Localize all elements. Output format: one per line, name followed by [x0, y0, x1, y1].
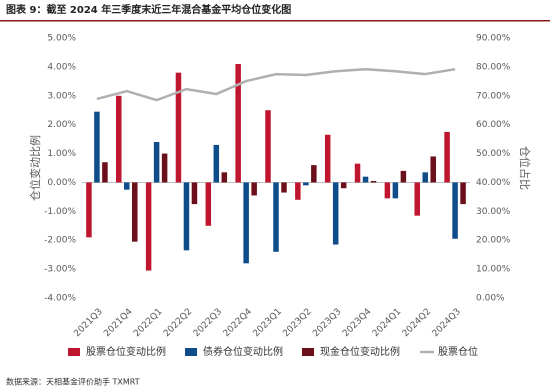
source-note: 数据来源：天相基金评价助手 TXMRT — [6, 377, 140, 387]
bar — [281, 182, 287, 193]
chart-title: 图表 9：截至 2024 年三季度末近三年混合基金平均仓位变化图 — [6, 3, 291, 16]
bar — [452, 182, 458, 239]
bar — [430, 156, 436, 183]
y2-tick-label: 70.00% — [476, 91, 511, 101]
y-tick-label: 4.00% — [47, 62, 76, 72]
bar — [205, 182, 212, 226]
y-tick-label: -1.00% — [44, 207, 76, 217]
y2-tick-label: 50.00% — [476, 149, 511, 159]
y-tick-label: 1.00% — [47, 149, 76, 159]
bar — [400, 170, 407, 183]
legend-label: 现金仓位变动比例 — [320, 345, 400, 358]
x-tick-label: 2023Q2 — [281, 307, 313, 339]
legend-swatch — [302, 348, 314, 356]
bar — [295, 182, 301, 200]
bar — [243, 182, 249, 264]
bar — [183, 182, 190, 251]
x-tick-label: 2021Q3 — [72, 307, 104, 339]
title-rule — [0, 20, 550, 22]
x-tick-label: 2022Q4 — [222, 307, 255, 340]
legend-swatch — [185, 348, 197, 356]
bar — [414, 182, 420, 216]
bar — [161, 153, 168, 183]
bar — [235, 64, 241, 183]
y2-tick-label: 80.00% — [476, 62, 511, 72]
y-tick-label: 5.00% — [47, 34, 76, 44]
bar — [362, 176, 369, 183]
bar — [370, 181, 377, 183]
bar — [213, 144, 220, 183]
line — [96, 67, 456, 102]
bar — [251, 182, 257, 196]
y2-tick-label: 40.00% — [476, 178, 511, 188]
bar — [311, 165, 317, 183]
y-tick-label: -3.00% — [44, 265, 76, 275]
bar — [153, 142, 160, 183]
bar — [221, 172, 228, 183]
y-tick-label: -2.00% — [44, 236, 76, 246]
bar — [124, 182, 130, 190]
y2-tick-label: 30.00% — [476, 207, 511, 217]
bar — [116, 95, 122, 183]
bar — [145, 182, 152, 271]
bar — [273, 182, 279, 252]
y2-tick-label: 90.00% — [476, 34, 511, 44]
bar — [324, 134, 331, 183]
x-tick-label: 2022Q2 — [162, 307, 194, 339]
y2-tick-label: 10.00% — [476, 265, 511, 275]
y-tick-label: 0.00% — [47, 178, 76, 188]
bar — [265, 110, 271, 183]
x-tick-label: 2023Q4 — [341, 307, 374, 340]
bar — [384, 182, 391, 199]
bar — [460, 182, 466, 205]
bar — [354, 163, 361, 183]
x-tick-label: 2024Q2 — [401, 307, 433, 339]
bar — [392, 182, 399, 199]
y-tick-label: -4.00% — [44, 294, 76, 304]
bar — [332, 182, 339, 245]
x-tick-label: 2024Q3 — [431, 307, 463, 339]
y-tick-label: 2.00% — [47, 120, 76, 130]
x-tick-label: 2024Q1 — [371, 307, 403, 339]
bar — [86, 182, 92, 238]
y2-axis-title: 仓位占比 — [518, 146, 532, 190]
legend-label: 债券仓位变动比例 — [203, 345, 283, 358]
x-tick-label: 2023Q3 — [311, 307, 343, 339]
x-tick-label: 2023Q1 — [252, 307, 284, 339]
x-tick-label: 2022Q3 — [192, 307, 224, 339]
bar — [422, 172, 428, 183]
bar — [94, 111, 100, 183]
y2-tick-label: 20.00% — [476, 236, 511, 246]
legend-swatch — [68, 348, 80, 356]
legend-label: 股票仓位 — [438, 345, 478, 358]
bar — [102, 162, 108, 183]
y-axis-title: 仓位变动比例 — [28, 135, 42, 201]
y2-tick-label: 60.00% — [476, 120, 511, 130]
y2-tick-label: 0.00% — [476, 294, 505, 304]
y-tick-label: 3.00% — [47, 91, 76, 101]
x-tick-label: 2021Q4 — [102, 307, 135, 340]
bar — [444, 131, 450, 183]
bar — [191, 182, 198, 205]
bar — [340, 182, 347, 189]
bar — [303, 182, 309, 186]
bar — [175, 72, 182, 183]
bar — [132, 182, 138, 242]
legend-label: 股票仓位变动比例 — [86, 345, 166, 358]
x-tick-label: 2022Q1 — [132, 307, 164, 339]
